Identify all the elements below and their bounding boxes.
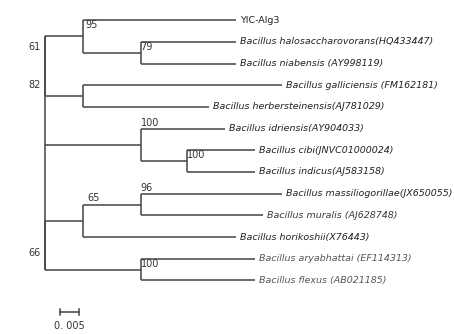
Text: 100: 100	[187, 150, 205, 160]
Text: Bacillus indicus(AJ583158): Bacillus indicus(AJ583158)	[259, 167, 385, 176]
Text: Bacillus flexus (AB021185): Bacillus flexus (AB021185)	[259, 276, 387, 285]
Text: 96: 96	[141, 183, 153, 193]
Text: Bacillus niabensis (AY998119): Bacillus niabensis (AY998119)	[240, 59, 383, 68]
Text: Bacillus halosaccharovorans(HQ433447): Bacillus halosaccharovorans(HQ433447)	[240, 37, 434, 46]
Text: 65: 65	[87, 193, 99, 203]
Text: YIC-Alg3: YIC-Alg3	[240, 16, 280, 25]
Text: 100: 100	[141, 118, 159, 128]
Text: Bacillus horikoshii(X76443): Bacillus horikoshii(X76443)	[240, 232, 370, 241]
Text: 61: 61	[29, 42, 41, 51]
Text: 79: 79	[141, 42, 153, 51]
Text: 95: 95	[85, 20, 98, 30]
Text: 100: 100	[141, 259, 159, 269]
Text: Bacillus herbersteinensis(AJ781029): Bacillus herbersteinensis(AJ781029)	[213, 103, 385, 112]
Text: 66: 66	[29, 248, 41, 258]
Text: Bacillus massiliogorillae(JX650055): Bacillus massiliogorillae(JX650055)	[286, 189, 453, 198]
Text: Bacillus aryabhattai (EF114313): Bacillus aryabhattai (EF114313)	[259, 254, 412, 263]
Text: Bacillus muralis (AJ628748): Bacillus muralis (AJ628748)	[267, 211, 397, 220]
Text: Bacillus idriensis(AY904033): Bacillus idriensis(AY904033)	[229, 124, 364, 133]
Text: Bacillus galliciensis (FM162181): Bacillus galliciensis (FM162181)	[286, 81, 438, 90]
Text: Bacillus cibi(JNVC01000024): Bacillus cibi(JNVC01000024)	[259, 146, 394, 155]
Text: 82: 82	[29, 79, 41, 90]
Text: 0. 005: 0. 005	[54, 321, 85, 331]
